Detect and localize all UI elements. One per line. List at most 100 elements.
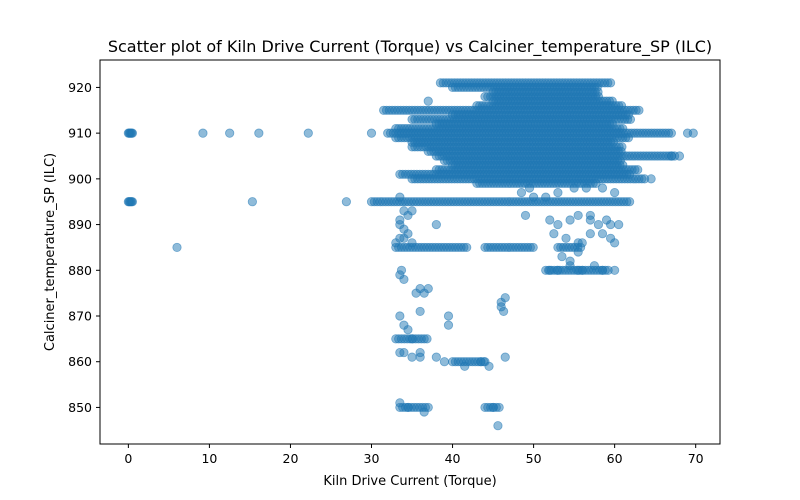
y-tick-label: 880 xyxy=(68,263,92,278)
x-tick-label: 0 xyxy=(124,451,132,466)
plot-frame xyxy=(99,59,721,445)
data-point xyxy=(407,206,417,216)
data-point xyxy=(585,229,595,239)
data-point xyxy=(545,265,555,275)
data-point xyxy=(395,311,405,321)
data-point xyxy=(688,128,698,138)
data-point xyxy=(172,242,182,253)
data-point xyxy=(431,219,441,230)
data-point xyxy=(423,96,433,106)
x-tick-label: 40 xyxy=(445,451,461,466)
y-tick-label: 860 xyxy=(68,354,92,369)
data-point xyxy=(499,306,509,317)
data-point xyxy=(407,352,417,362)
x-tick-label: 60 xyxy=(607,451,623,466)
data-point xyxy=(597,265,608,275)
data-point xyxy=(484,361,494,371)
data-point xyxy=(399,274,409,285)
data-point xyxy=(597,229,608,239)
y-tick-label: 890 xyxy=(68,217,92,232)
y-tick-label: 920 xyxy=(68,80,92,95)
data-point xyxy=(623,133,634,143)
x-tick-label: 50 xyxy=(526,451,542,466)
data-point xyxy=(422,334,432,344)
y-tick-label: 910 xyxy=(68,126,92,141)
data-point xyxy=(610,238,620,248)
data-point xyxy=(415,306,425,317)
data-point xyxy=(431,352,441,362)
data-point xyxy=(573,247,583,257)
data-point xyxy=(247,197,257,207)
data-point xyxy=(625,114,636,125)
data-point xyxy=(553,265,563,275)
data-point xyxy=(396,265,407,275)
data-point xyxy=(403,229,413,239)
data-point xyxy=(341,197,351,207)
data-point xyxy=(399,347,409,358)
data-point xyxy=(462,242,472,253)
data-point xyxy=(605,78,616,88)
y-tick-label: 850 xyxy=(68,400,92,415)
data-point xyxy=(589,261,599,271)
data-point xyxy=(577,238,587,248)
data-point xyxy=(460,361,470,371)
x-tick-label: 70 xyxy=(688,451,704,466)
data-point xyxy=(646,174,656,184)
data-point xyxy=(610,187,620,198)
data-point xyxy=(528,242,538,253)
data-point xyxy=(549,229,559,239)
data-point xyxy=(605,219,616,230)
data-point xyxy=(303,128,313,138)
data-point xyxy=(493,421,503,431)
x-axis-label: Kiln Drive Current (Torque) xyxy=(323,474,496,489)
data-point xyxy=(591,178,601,189)
data-point xyxy=(423,283,433,294)
data-point xyxy=(407,238,417,248)
data-point xyxy=(557,251,567,262)
data-points xyxy=(123,78,698,431)
data-point xyxy=(634,105,644,115)
data-point xyxy=(610,265,620,275)
data-point xyxy=(614,219,624,230)
data-point xyxy=(553,187,563,198)
data-point xyxy=(403,402,413,413)
data-point xyxy=(225,128,235,138)
y-axis-label: Calciner_temperature_SP (ILC) xyxy=(43,153,58,351)
data-point xyxy=(488,402,498,413)
x-tick-label: 30 xyxy=(364,451,380,466)
data-point xyxy=(443,320,454,330)
y-axis-ticks: 850 860 870 880 890 900 910 920 xyxy=(68,80,100,415)
data-point xyxy=(254,128,264,138)
data-point xyxy=(395,192,405,202)
data-point xyxy=(565,256,575,266)
data-point xyxy=(553,219,563,230)
y-tick-label: 870 xyxy=(68,309,92,324)
data-point xyxy=(633,165,643,175)
data-point xyxy=(585,215,595,225)
data-point xyxy=(516,187,527,198)
data-point xyxy=(597,183,608,193)
data-point xyxy=(581,183,591,193)
data-point xyxy=(127,197,138,207)
data-point xyxy=(127,128,138,138)
data-point xyxy=(565,215,575,225)
data-point xyxy=(419,407,429,417)
data-point xyxy=(541,192,551,202)
data-point xyxy=(439,357,450,367)
data-point xyxy=(528,192,539,202)
data-point xyxy=(569,183,579,193)
data-point xyxy=(666,128,676,138)
data-point xyxy=(366,128,377,138)
data-point xyxy=(577,265,587,275)
data-point xyxy=(198,128,208,138)
data-point xyxy=(593,219,604,230)
data-point xyxy=(561,233,571,243)
data-point xyxy=(443,311,454,321)
data-point xyxy=(500,293,510,303)
data-point xyxy=(573,210,583,221)
data-point xyxy=(520,210,531,221)
data-point xyxy=(500,352,510,362)
data-point xyxy=(395,215,405,225)
data-point xyxy=(524,183,535,193)
data-point xyxy=(403,325,413,335)
